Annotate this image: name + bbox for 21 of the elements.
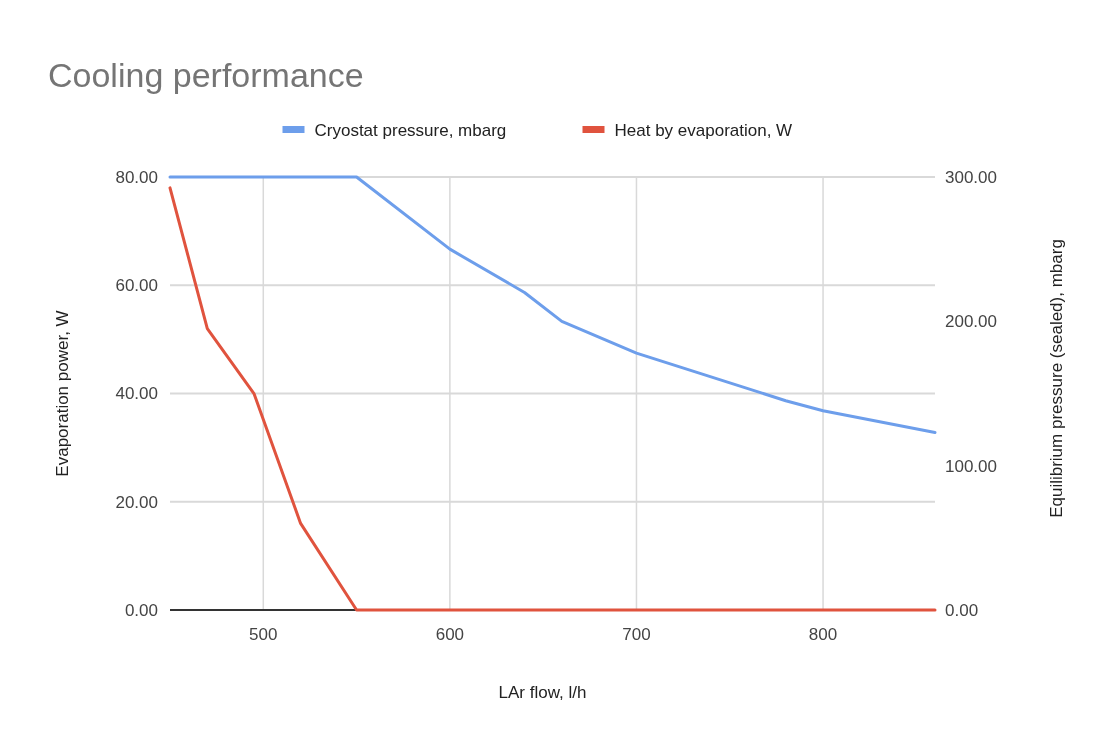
x-tick-label: 700 bbox=[622, 625, 651, 644]
y-tick-label: 20.00 bbox=[115, 492, 158, 512]
y-tick-label: 80.00 bbox=[115, 167, 158, 187]
chart-title: Cooling performance bbox=[48, 56, 364, 94]
y-tick-label: 60.00 bbox=[115, 276, 158, 296]
y2-axis-title: Equilibrium pressure (sealed), mbarg bbox=[1047, 239, 1066, 518]
line-series bbox=[168, 175, 937, 434]
legend-label: Cryostat pressure, mbarg bbox=[314, 120, 507, 140]
y2-tick-label: 100.00 bbox=[945, 456, 997, 476]
x-tick-label: 600 bbox=[435, 625, 465, 644]
y2-tick-label: 200.00 bbox=[945, 312, 997, 332]
x-tick-label: 800 bbox=[808, 625, 838, 644]
x-tick-label: 500 bbox=[249, 625, 278, 644]
y2-tick-label: 0.00 bbox=[945, 600, 979, 620]
y-tick-label: 40.00 bbox=[115, 384, 158, 404]
y-tick-label: 0.00 bbox=[124, 600, 158, 620]
y-axis-title: Evaporation power, W bbox=[53, 310, 72, 477]
line-series bbox=[168, 186, 937, 612]
x-axis-title: LAr flow, l/h bbox=[498, 683, 587, 702]
y2-tick-label: 300.00 bbox=[945, 167, 997, 187]
legend-label: Heat by evaporation, W bbox=[614, 120, 793, 140]
